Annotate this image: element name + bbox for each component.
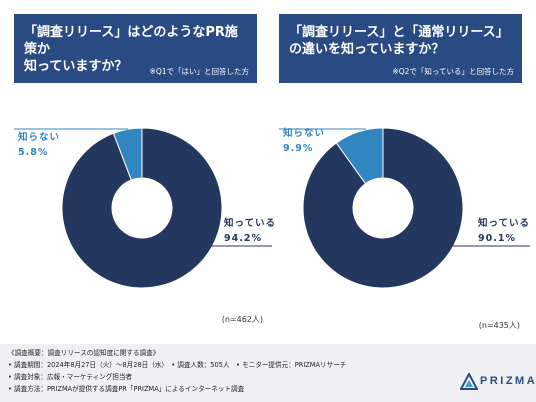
donut-0-value-large: 94.2% <box>224 233 262 244</box>
donut-0-value-small: 5.8% <box>18 147 48 158</box>
panel-header-left: 「調査リリース」はどのようなPR施策か 知っていますか？ ※Q1で「はい」と回答… <box>14 14 257 83</box>
donut-charts: 知らない 5.8% 知っている 94.2% (n=462人) 知らない 9.9% 知っている 9… <box>14 127 530 330</box>
donut-1-value-small: 9.9% <box>283 143 313 154</box>
donut-0-slice-1 <box>112 127 143 181</box>
panel-title-right: 「調査リリース」と「通常リリース」 の違いを知っていますか？ <box>289 25 509 57</box>
prizma-logo-text: PRIZMA <box>480 375 536 387</box>
donut-0-label-large: 知っている <box>223 217 276 229</box>
panel-note-right: ※Q2で「知っている」と回答した方 <box>392 67 514 76</box>
donut-0-sample-size: (n=462人) <box>222 315 263 324</box>
donut-0-label-small: 知らない <box>17 131 60 143</box>
panel-title-left: 「調査リリース」はどのようなPR施策か 知っていますか？ <box>24 25 238 74</box>
donut-1-slice-0 <box>302 127 464 289</box>
donut-1-label-large: 知っている <box>477 217 530 229</box>
donut-1-sample-size: (n=435人) <box>479 321 520 330</box>
panel-note-left: ※Q1で「はい」と回答した方 <box>149 67 249 76</box>
prizma-logo-mark <box>460 373 478 390</box>
survey-footer: 《調査概要：調査リリースの認知度に関する調査》 • 調査期間：2024年8月27… <box>0 344 536 402</box>
footer-survey-period: • 調査期間：2024年8月27日（火）〜8月28日（水） • 調査人数：505… <box>8 361 347 369</box>
panel-header-right: 「調査リリース」と「通常リリース」 の違いを知っていますか？ ※Q2で「知ってい… <box>279 14 522 83</box>
donut-1-value-large: 90.1% <box>478 233 516 244</box>
prizma-logo: PRIZMA <box>460 372 535 392</box>
donut-1-slice-1 <box>335 127 384 185</box>
donut-0-slice-0 <box>61 127 223 289</box>
donut-1-label-small: 知らない <box>282 127 325 139</box>
footer-survey-target: • 調査対象：広報・マーケティング担当者 <box>8 373 133 381</box>
footer-survey-method: • 調査方法：PRIZMAが提供する調査PR「PRIZMA」によるインターネット… <box>8 385 245 393</box>
footer-summary-title: 《調査概要：調査リリースの認知度に関する調査》 <box>8 349 160 357</box>
